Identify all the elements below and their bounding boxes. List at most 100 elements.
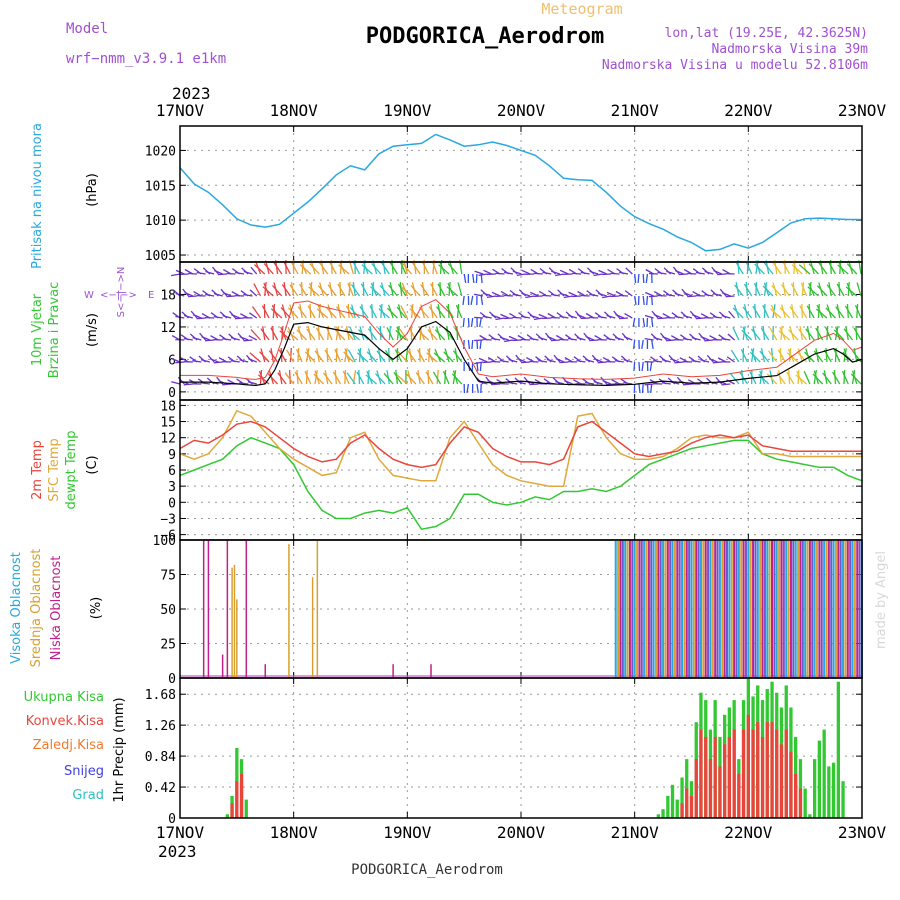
wind-arrow — [726, 356, 735, 363]
wind-arrow — [813, 350, 824, 363]
wind-speed-line — [180, 320, 863, 387]
wind-arrow — [542, 317, 552, 320]
cloud-title-mid: Srednja Oblacnost — [29, 549, 44, 668]
wind-arrow — [762, 305, 770, 319]
wind-ylabel: (m/s) — [85, 313, 100, 347]
wind-arrow — [451, 373, 463, 385]
wind-arrow — [402, 262, 413, 275]
wind-arrow — [779, 307, 791, 319]
wind-arrow — [732, 307, 744, 319]
wind-arrow — [704, 293, 714, 297]
wind-arrow — [550, 293, 560, 297]
x-date-label-top: 20NOV — [497, 101, 546, 120]
wind-arrow — [745, 260, 753, 275]
wind-arrow — [650, 383, 653, 393]
ytick-label: 1020 — [145, 144, 176, 159]
wind-arrow — [598, 269, 607, 275]
wind-arrow — [739, 371, 748, 385]
wind-arrow — [170, 273, 181, 277]
wind-arrow — [734, 284, 744, 297]
wind-arrow — [426, 352, 438, 363]
wind-arrow — [542, 271, 552, 275]
wind-arrow — [316, 308, 329, 319]
model-elevation-label: Nadmorska Visina u modelu 52.8106m — [602, 58, 868, 73]
pressure-title: Pritisak na nivou mora — [30, 123, 45, 269]
wind-arrow — [319, 262, 329, 275]
ytick-label: 3 — [168, 480, 176, 495]
wind-arrow — [286, 330, 299, 341]
wind-arrow — [576, 336, 586, 341]
wind-arrow — [653, 336, 663, 341]
wind-arrow — [474, 270, 484, 275]
wind-arrow — [555, 380, 565, 385]
wind-arrow — [833, 348, 841, 363]
wind-arrow — [205, 339, 215, 342]
ytick-label: 0 — [168, 672, 176, 687]
wind-arrow — [332, 371, 342, 385]
wind-arrow — [559, 269, 569, 275]
wind-arrow — [337, 283, 346, 297]
wind-arrow — [856, 303, 859, 319]
wind-arrow — [472, 273, 475, 283]
precip-bar — [718, 766, 722, 818]
wind-arrow — [521, 292, 531, 297]
precip-panel: 0 0.42 0.84 1.26 1.68 — [145, 677, 863, 827]
wind-arrow — [797, 328, 808, 341]
wind-arrow — [713, 292, 722, 297]
wind-arrow — [386, 370, 390, 385]
dewpoint-line — [179, 436, 863, 531]
wind-arrow — [798, 264, 811, 275]
wind-arrow — [691, 313, 701, 319]
wind-arrow — [261, 305, 270, 319]
coords-label: lon,lat (19.25E, 42.3625N) — [665, 26, 869, 41]
wind-arrow — [683, 314, 693, 319]
wind-arrow — [695, 271, 705, 275]
wind-arrow — [642, 295, 645, 305]
wind-arrow — [209, 358, 219, 363]
wind-arrow — [563, 295, 573, 299]
wind-arrow — [290, 261, 299, 275]
wind-arrow — [371, 263, 382, 275]
wind-arrow — [243, 270, 253, 275]
wind-arrow — [836, 283, 845, 297]
wind-arrow — [700, 335, 710, 341]
wind-arrow — [294, 371, 303, 385]
wind-arrow — [732, 327, 740, 341]
precip-bar — [225, 814, 229, 818]
wind-arrow — [250, 266, 258, 275]
wind-arrow — [250, 329, 261, 341]
wind-arrow — [665, 293, 676, 297]
wind-arrow — [467, 317, 470, 328]
wind-arrow — [253, 283, 262, 297]
wind-arrow — [248, 335, 258, 341]
precip-bar — [239, 773, 244, 818]
precip-bar — [779, 744, 784, 818]
wind-arrow — [474, 339, 484, 342]
precip-bar — [827, 766, 831, 818]
cloud-title-low: Niska Oblacnost — [49, 556, 64, 661]
wind-arrow — [192, 313, 202, 319]
wind-arrow — [409, 308, 421, 319]
wind-arrow — [434, 329, 446, 341]
wind-arrow — [662, 335, 671, 341]
wind-arrow — [280, 307, 291, 319]
wind-arrow — [638, 383, 641, 393]
wind-arrow — [277, 372, 287, 385]
wind-arrow — [674, 292, 684, 297]
wind-arrow — [823, 349, 832, 363]
wind-arrow — [642, 317, 646, 327]
wind-arrow — [614, 359, 624, 363]
wind-arrow — [192, 360, 202, 363]
wind-arrow — [410, 285, 421, 297]
wind-arrow — [283, 261, 291, 275]
wind-arrow — [375, 373, 386, 385]
wind-arrow — [499, 336, 509, 341]
cloud-panel: 0 25 50 75 100 — [153, 534, 863, 687]
wind-arrow — [589, 339, 599, 342]
wind-arrow — [478, 273, 488, 277]
wind-arrow — [843, 369, 846, 385]
elevation-label: Nadmorska Visina 39m — [711, 42, 868, 57]
wind-arrow — [239, 336, 249, 341]
ytick-label: 1.68 — [145, 688, 176, 703]
wind-arrow — [383, 372, 394, 385]
